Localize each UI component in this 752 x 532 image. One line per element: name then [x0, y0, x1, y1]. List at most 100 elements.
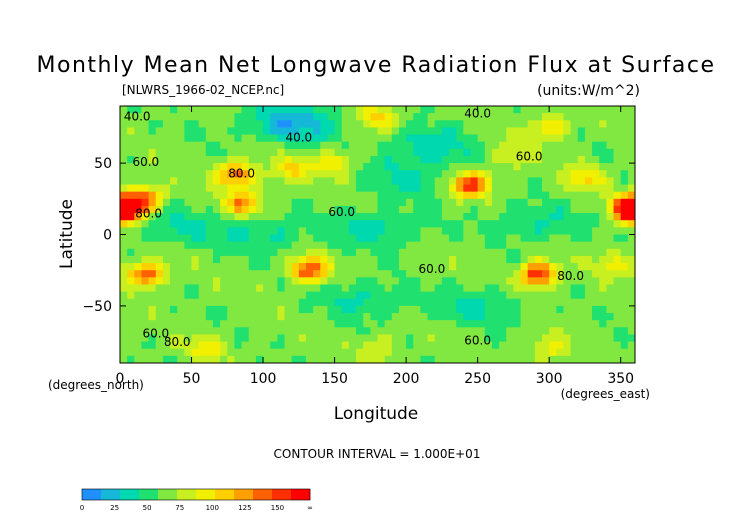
heat-cell	[191, 134, 200, 143]
heat-cell	[370, 263, 378, 271]
heat-cell	[556, 291, 564, 300]
heat-cell	[377, 163, 386, 171]
heat-cell	[527, 248, 536, 257]
heat-cell	[327, 255, 335, 264]
heat-cell	[434, 284, 443, 293]
heat-cell	[363, 320, 371, 328]
heat-cell	[162, 113, 171, 121]
heat-cell	[613, 241, 622, 250]
heat-cell	[513, 170, 521, 178]
heat-cell	[334, 134, 343, 143]
heat-cell	[205, 334, 214, 342]
heat-cell	[263, 320, 271, 328]
heat-cell	[263, 205, 271, 214]
heat-cell	[570, 305, 579, 314]
heat-cell	[520, 163, 529, 171]
heat-cell	[334, 320, 343, 328]
heat-cell	[506, 191, 514, 200]
heat-cell	[191, 298, 200, 307]
heat-cell	[584, 198, 593, 207]
heat-cell	[227, 241, 235, 250]
heat-cell	[513, 341, 521, 350]
heat-cell	[170, 334, 178, 342]
heat-cell	[134, 327, 142, 335]
heat-cell	[334, 270, 343, 278]
heat-cell	[220, 127, 228, 135]
heat-cell	[184, 155, 192, 164]
heat-cell	[334, 198, 343, 207]
heat-cell	[413, 220, 421, 228]
heat-cell	[606, 113, 614, 121]
heat-cell	[570, 106, 579, 114]
heat-cell	[620, 341, 629, 350]
heat-cell	[177, 184, 185, 193]
heat-cell	[584, 113, 593, 121]
heat-cell	[234, 355, 242, 364]
heat-cell	[613, 334, 622, 342]
heat-cell	[220, 291, 228, 300]
heat-cell	[205, 198, 214, 207]
heat-cell	[606, 248, 614, 257]
heat-cell	[155, 113, 164, 121]
heat-cell	[356, 277, 364, 285]
heat-cell	[384, 298, 393, 307]
heat-cell	[377, 255, 386, 264]
heat-cell	[348, 234, 357, 243]
heat-cell	[463, 227, 471, 235]
heat-cell	[120, 298, 128, 307]
heat-cell	[363, 120, 371, 128]
heat-cell	[184, 341, 192, 350]
heat-cell	[470, 348, 479, 357]
heat-cell	[513, 284, 521, 293]
heat-cell	[291, 298, 300, 307]
heat-cell	[441, 141, 450, 150]
heat-cell	[477, 284, 486, 293]
heat-cell	[127, 248, 135, 257]
file-name-label: [NLWRS_1966-02_NCEP.nc]	[122, 83, 284, 97]
heat-cell	[134, 184, 142, 193]
heat-cell	[570, 227, 579, 235]
heat-cell	[384, 134, 393, 143]
heat-cell	[613, 270, 622, 278]
heat-cell	[205, 120, 214, 128]
heat-cell	[198, 155, 207, 164]
heat-cell	[613, 213, 622, 221]
heat-cell	[356, 313, 364, 321]
heat-cell	[434, 177, 443, 185]
heat-cell	[170, 277, 178, 285]
heat-cell	[606, 305, 614, 314]
heat-cell	[356, 263, 364, 271]
heat-cell	[212, 305, 221, 314]
heat-cell	[270, 127, 278, 135]
heat-cell	[391, 106, 400, 114]
heat-cell	[549, 205, 557, 214]
heat-cell	[398, 284, 407, 293]
heat-cell	[141, 298, 150, 307]
heat-cell	[155, 134, 164, 143]
heat-cell	[255, 277, 264, 285]
heat-cell	[506, 184, 514, 193]
heat-cell	[542, 284, 550, 293]
heat-cell	[234, 291, 242, 300]
heat-cell	[449, 127, 457, 135]
heat-cell	[141, 191, 150, 200]
heat-cell	[542, 113, 550, 121]
heat-cell	[191, 313, 200, 321]
heat-cell	[534, 348, 543, 357]
heat-cell	[227, 270, 235, 278]
heat-cell	[320, 248, 328, 257]
heat-cell	[227, 327, 235, 335]
heat-cell	[141, 277, 150, 285]
heat-cell	[434, 248, 443, 257]
heat-cell	[627, 270, 636, 278]
heat-cell	[592, 305, 600, 314]
heat-cell	[427, 348, 436, 357]
heat-cell	[577, 106, 586, 114]
heat-cell	[527, 327, 536, 335]
heat-cell	[191, 148, 200, 157]
heat-cell	[534, 234, 543, 243]
heat-cell	[477, 170, 486, 178]
heat-cell	[313, 234, 321, 243]
heat-cell	[499, 341, 507, 350]
heat-cell	[470, 284, 479, 293]
